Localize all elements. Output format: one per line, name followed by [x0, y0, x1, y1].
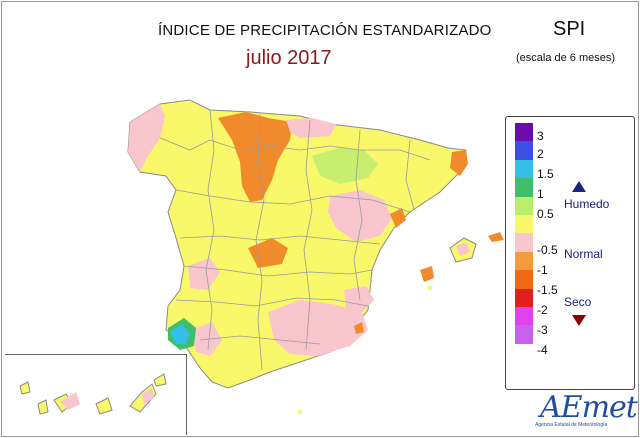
cyan-huelva	[170, 324, 190, 344]
legend-tick: -2	[537, 303, 548, 317]
orange-east	[390, 208, 406, 228]
legend-normal-label: Normal	[564, 247, 603, 261]
index-scale-note: (escala de 6 meses)	[516, 52, 616, 64]
legend-swatch	[515, 159, 533, 179]
legend-box: 3 2 1.5 1 0.5 -0.5 -1 -1.5 -2 -3 -4 Hume…	[505, 116, 635, 390]
legend-wet-label: Humedo	[564, 197, 610, 211]
legend-swatch	[515, 196, 533, 215]
legend-dry-label: Seco	[564, 295, 592, 309]
formentera	[428, 286, 432, 290]
legend-swatch	[515, 141, 533, 160]
green-ebro	[312, 148, 378, 184]
logo-wordmark: AEmet	[540, 390, 638, 425]
map-title: ÍNDICE DE PRECIPITACIÓN ESTANDARIZADO	[158, 22, 492, 39]
legend-swatch	[515, 288, 533, 307]
legend-tick: 2	[537, 147, 544, 161]
canary-inset-frame	[5, 354, 187, 435]
index-name: SPI	[553, 18, 586, 40]
orange-southeast-dot	[354, 322, 364, 334]
legend-swatch	[515, 233, 533, 252]
wet-arrow-icon	[572, 181, 586, 192]
pink-southeast	[268, 300, 368, 356]
pink-galicia	[128, 104, 165, 172]
legend-color-ramp	[515, 123, 533, 344]
legend-tick: 0.5	[537, 207, 554, 221]
pink-aragon	[328, 190, 392, 242]
pink-central-west	[188, 258, 220, 290]
orange-center	[248, 238, 288, 268]
legend-swatch	[515, 178, 533, 197]
aemet-logo: AEmet Agencia Estatal de Meteorología	[530, 388, 638, 434]
legend-swatch	[515, 325, 533, 344]
legend-tick: 1	[537, 187, 544, 201]
legend-tick: 3	[537, 129, 544, 143]
legend-swatch	[515, 214, 533, 234]
legend-tick: -4	[537, 343, 548, 357]
province-borders	[159, 109, 431, 371]
orange-north	[218, 112, 292, 202]
logo-subtitle: Agencia Estatal de Meteorología	[535, 422, 608, 428]
legend-swatch	[515, 123, 533, 142]
legend-tick: -3	[537, 323, 548, 337]
legend-swatch	[515, 270, 533, 289]
orange-catalonia	[450, 150, 468, 176]
legend-tick: 1.5	[537, 167, 554, 181]
legend-swatch	[515, 251, 533, 271]
mallorca-pink	[456, 242, 470, 256]
legend-tick: -1.5	[537, 283, 558, 297]
ibiza	[420, 266, 434, 282]
map-period: julio 2017	[246, 47, 332, 69]
menorca	[488, 232, 504, 242]
legend-tick: -0.5	[537, 243, 558, 257]
legend-tick: -1	[537, 263, 548, 277]
dry-arrow-icon	[572, 315, 586, 326]
canary-islands	[19, 373, 167, 415]
legend-swatch	[515, 306, 533, 326]
ceuta-dot	[298, 410, 302, 414]
pink-north-cap	[286, 118, 336, 138]
